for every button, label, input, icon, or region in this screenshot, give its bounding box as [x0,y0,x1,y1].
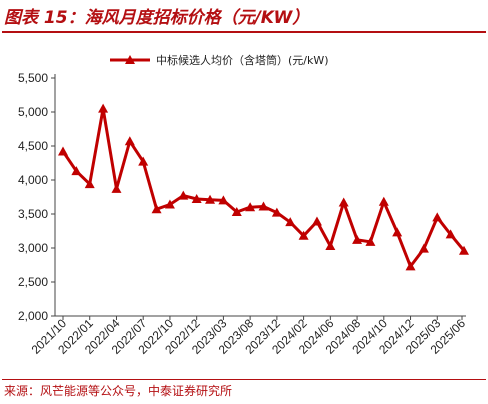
y-tick-label: 5,500 [18,71,48,85]
data-point-marker [418,243,429,253]
chart-axes: 2,000 2,500 3,000 3,500 4,000 4,500 5,000 5,500… [18,71,468,357]
source-divider [2,379,486,380]
data-point-marker [111,183,122,193]
data-point-marker [392,227,403,237]
data-point-marker [124,136,135,146]
data-point-marker [245,202,256,212]
chart-legend: 中标候选人均价（含塔筒）(元/kW) [110,53,329,67]
data-point-marker [178,190,189,200]
y-tick-label: 4,000 [18,173,48,187]
data-point-marker [298,230,309,240]
data-point-marker [58,146,68,156]
data-point-marker [191,194,202,204]
data-point-marker [325,240,336,250]
y-tick-label: 4,500 [18,139,48,153]
data-point-marker [164,199,175,209]
source-note: 来源：风芒能源等公众号，中泰证券研究所 [4,384,233,398]
chart-series [58,103,469,271]
y-tick-label: 3,000 [18,241,48,255]
data-point-marker [285,217,296,227]
data-point-marker [378,196,389,206]
data-point-marker [84,179,95,189]
data-point-marker [98,103,109,113]
y-tick-label: 2,500 [18,275,48,289]
data-point-marker [271,207,282,217]
data-point-marker [352,234,363,244]
data-point-marker [459,245,469,255]
data-point-marker [151,204,162,214]
data-point-marker [231,206,242,216]
data-point-marker [258,201,269,211]
data-point-marker [71,166,82,176]
series-line [61,107,466,268]
data-point-marker [445,229,456,239]
data-point-marker [405,261,416,271]
y-tick-label: 3,500 [18,207,48,221]
data-point-marker [205,194,216,204]
legend-marker [125,55,135,64]
title-divider [2,31,486,33]
y-tick-label: 2,000 [18,309,48,323]
data-point-marker [338,197,349,207]
y-tick-label: 5,000 [18,105,48,119]
legend-label: 中标候选人均价（含塔筒）(元/kW) [156,53,329,67]
data-point-marker [138,156,149,166]
data-point-marker [365,236,376,246]
chart-title: 图表 15：海风月度招标价格（元/KW） [4,8,310,28]
data-point-marker [218,195,229,205]
data-point-marker [311,216,322,226]
data-point-marker [432,212,443,222]
